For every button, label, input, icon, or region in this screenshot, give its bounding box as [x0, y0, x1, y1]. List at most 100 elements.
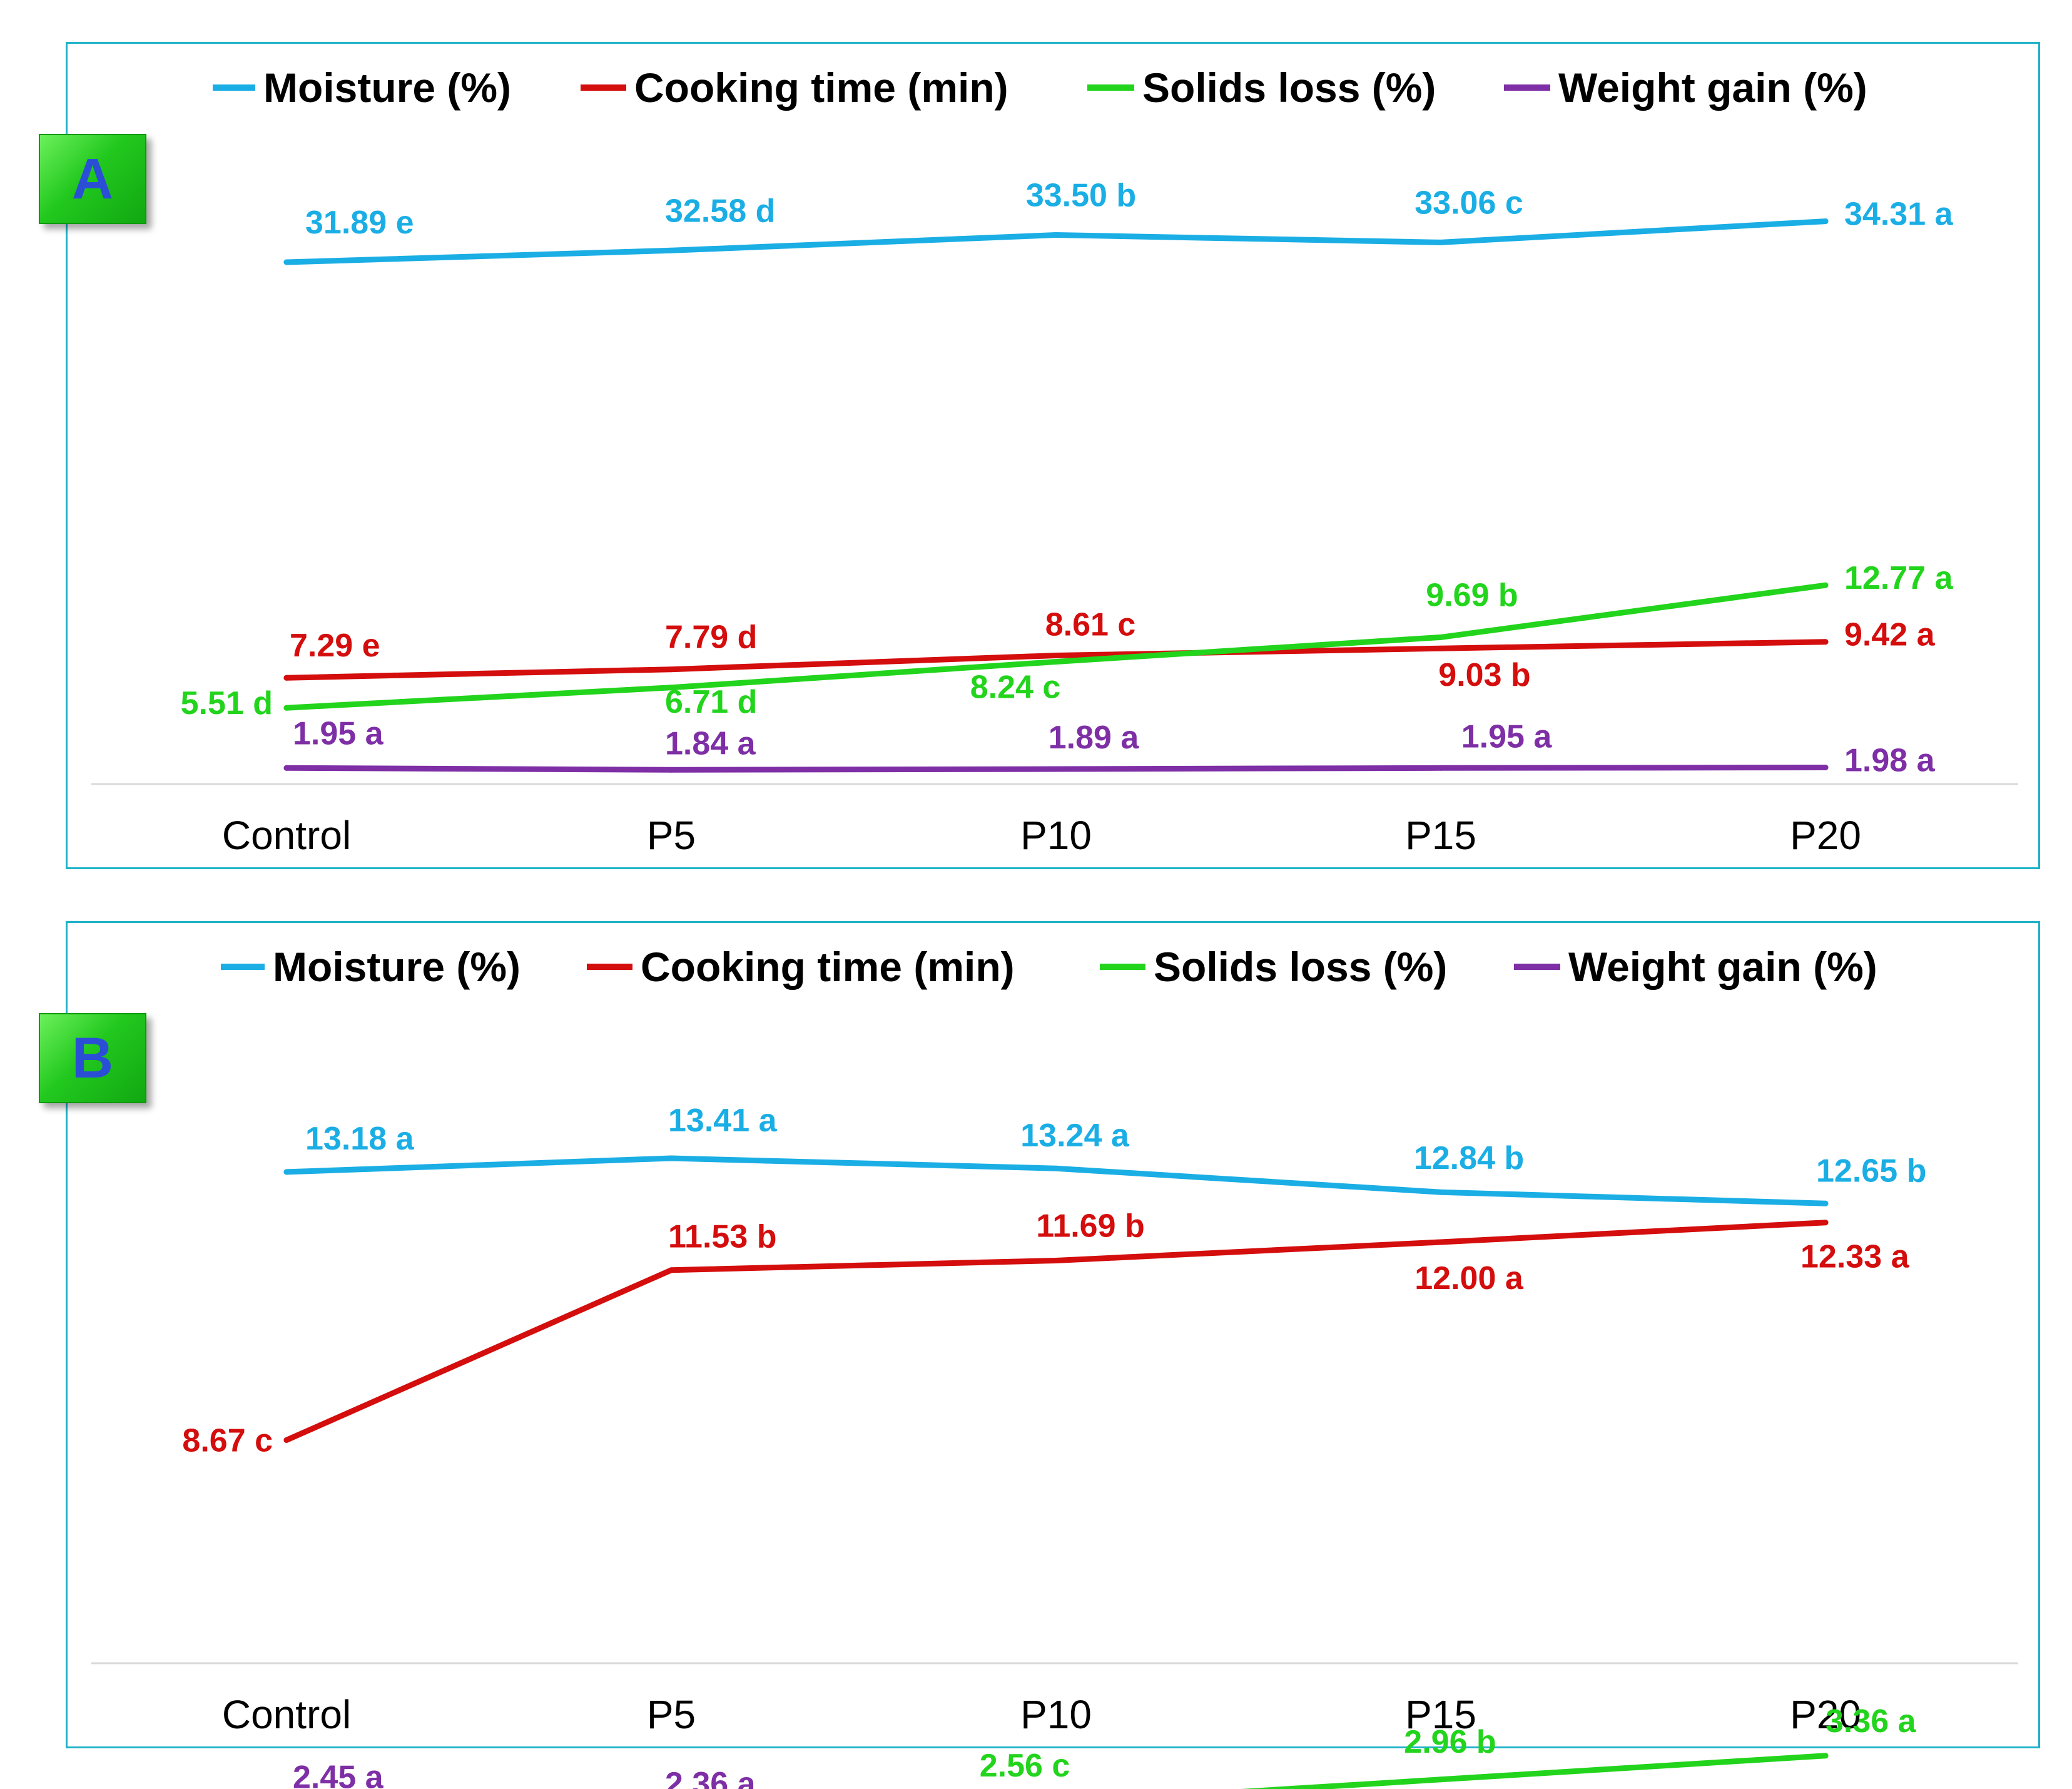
data-label-cooking-p5: 7.79 d: [665, 619, 757, 656]
series-line-cooking: [283, 1220, 1829, 1443]
data-point-moisture-control: [283, 259, 290, 265]
series-line-solids: [1241, 1753, 1829, 1789]
legend-entry-solids: Solids loss (%): [1142, 64, 1436, 111]
panel-badge-b: B: [39, 1013, 146, 1103]
data-label-cooking-p15: 12.00 a: [1414, 1260, 1524, 1297]
data-label-weight-p5: 1.84 a: [665, 725, 756, 762]
x-tick-label-p5: P5: [647, 813, 696, 858]
data-point-moisture-p20: [1822, 1200, 1829, 1206]
x-tick-label-p10: P10: [1020, 1692, 1092, 1737]
data-label-solids-p15: 2.96 b: [1404, 1724, 1496, 1760]
series-solids: [283, 582, 1829, 711]
series-moisture: [283, 1155, 1829, 1206]
legend-entry-cooking: Cooking time (min): [641, 944, 1015, 990]
legend-entry-weight: Weight gain (%): [1568, 944, 1877, 990]
x-tick-label-control: Control: [222, 1692, 351, 1737]
data-point-moisture-p15: [1438, 239, 1444, 245]
data-label-solids-p10: 2.56 c: [980, 1748, 1070, 1784]
chart-b-svg: Moisture (%) Cooking time (min) Solids los…: [91, 944, 2018, 1789]
x-tick-label-p20: P20: [1790, 813, 1861, 858]
series-solids: [1241, 1753, 1829, 1789]
data-label-weight-p10: 1.89 a: [1049, 720, 1140, 756]
x-tick-label-p20: P20: [1790, 1692, 1861, 1737]
x-tick-label-p10: P10: [1020, 813, 1092, 858]
data-point-cooking-p20: [1822, 639, 1829, 645]
data-point-weight-p20: [1822, 765, 1829, 770]
data-label-moisture-p10: 33.50 b: [1026, 178, 1136, 214]
data-label-moisture-p15: 12.84 b: [1414, 1140, 1524, 1176]
data-label-moisture-p15: 33.06 c: [1414, 185, 1523, 221]
data-label-solids-control: 5.51 d: [181, 685, 273, 721]
data-label-moisture-control: 13.18 a: [305, 1121, 415, 1157]
series-line-moisture: [283, 218, 1829, 265]
data-label-moisture-p20: 12.65 b: [1816, 1153, 1926, 1189]
data-point-solids-p15: [1438, 634, 1444, 640]
data-point-weight-p5: [668, 767, 674, 773]
data-label-solids-p5: 6.71 d: [665, 684, 757, 720]
data-point-cooking-p5: [668, 666, 674, 673]
data-point-moisture-control: [283, 1169, 290, 1175]
data-point-weight-p10: [1053, 766, 1059, 772]
data-point-cooking-p10: [1053, 653, 1059, 658]
panel-badge-a: A: [39, 134, 146, 224]
data-label-weight-control: 2.45 a: [293, 1759, 384, 1789]
data-label-moisture-p20: 34.31 a: [1844, 196, 1954, 233]
data-label-cooking-p15: 9.03 b: [1438, 657, 1530, 693]
data-label-cooking-control: 8.67 c: [182, 1422, 273, 1459]
chart-a-svg: Moisture (%) Cooking time (min) Solids los…: [91, 64, 2018, 858]
data-point-moisture-p15: [1438, 1189, 1444, 1195]
x-tick-label-control: Control: [222, 813, 351, 858]
data-label-weight-control: 1.95 a: [293, 715, 384, 752]
data-point-moisture-p10: [1053, 232, 1059, 238]
data-point-solids-p10: [1053, 659, 1059, 665]
data-label-solids-p20: 3.36 a: [1826, 1703, 1917, 1740]
x-tick-label-p15: P15: [1405, 1692, 1476, 1737]
series-line-moisture: [283, 1155, 1829, 1206]
legend-entry-weight: Weight gain (%): [1558, 64, 1867, 111]
legend-a: Moisture (%) Cooking time (min) Solids los…: [213, 64, 1867, 111]
data-point-solids-p5: [668, 685, 674, 691]
data-label-cooking-p10: 11.69 b: [1036, 1208, 1144, 1245]
data-label-cooking-p5: 11.53 b: [668, 1219, 776, 1255]
data-point-cooking-control: [283, 1437, 290, 1443]
data-point-cooking-p15: [1438, 1239, 1444, 1245]
data-label-cooking-p10: 8.61 c: [1045, 607, 1136, 643]
chart-panel-a: Moisture (%) Cooking time (min) Solids los…: [39, 42, 2040, 869]
data-point-solids-p15: [1438, 1776, 1444, 1783]
legend-b: Moisture (%) Cooking time (min) Solids los…: [221, 944, 1877, 990]
legend-entry-moisture: Moisture (%): [263, 64, 511, 111]
data-point-weight-control: [283, 765, 290, 771]
data-point-solids-control: [283, 705, 290, 711]
data-label-moisture-control: 31.89 e: [305, 205, 414, 241]
data-point-moisture-p10: [1053, 1165, 1059, 1171]
data-label-solids-p10: 8.24 c: [970, 670, 1061, 706]
series-cooking: [283, 639, 1829, 681]
data-point-moisture-p5: [668, 1155, 674, 1161]
data-point-solids-p20: [1822, 1753, 1829, 1759]
data-point-cooking-p15: [1438, 645, 1444, 651]
legend-entry-solids: Solids loss (%): [1154, 944, 1447, 990]
data-label-cooking-p20: 9.42 a: [1844, 617, 1936, 653]
data-point-moisture-p5: [668, 247, 674, 253]
data-label-weight-p15: 1.95 a: [1461, 718, 1553, 755]
data-label-moisture-p10: 13.24 a: [1020, 1118, 1130, 1154]
series-weight: [283, 765, 1829, 773]
data-point-cooking-control: [283, 675, 290, 681]
data-point-cooking-p10: [1053, 1258, 1059, 1263]
data-label-solids-p15: 9.69 b: [1426, 577, 1518, 613]
x-tick-label-p5: P5: [647, 1692, 696, 1737]
data-label-moisture-p5: 13.41 a: [668, 1103, 778, 1139]
data-point-moisture-p20: [1822, 218, 1829, 225]
data-label-cooking-control: 7.29 e: [290, 628, 380, 664]
data-point-cooking-p5: [668, 1267, 674, 1273]
data-label-solids-p20: 12.77 a: [1844, 560, 1954, 596]
series-cooking: [283, 1220, 1829, 1443]
chart-panel-b: Moisture (%) Cooking time (min) Solids los…: [39, 921, 2040, 1789]
data-label-weight-p20: 1.98 a: [1844, 743, 1936, 779]
data-label-cooking-p20: 12.33 a: [1800, 1239, 1910, 1275]
data-point-cooking-p20: [1822, 1220, 1829, 1226]
x-tick-label-p15: P15: [1405, 813, 1476, 858]
legend-entry-moisture: Moisture (%): [273, 944, 521, 990]
data-point-weight-p15: [1438, 765, 1444, 771]
legend-entry-cooking: Cooking time (min): [634, 64, 1008, 111]
